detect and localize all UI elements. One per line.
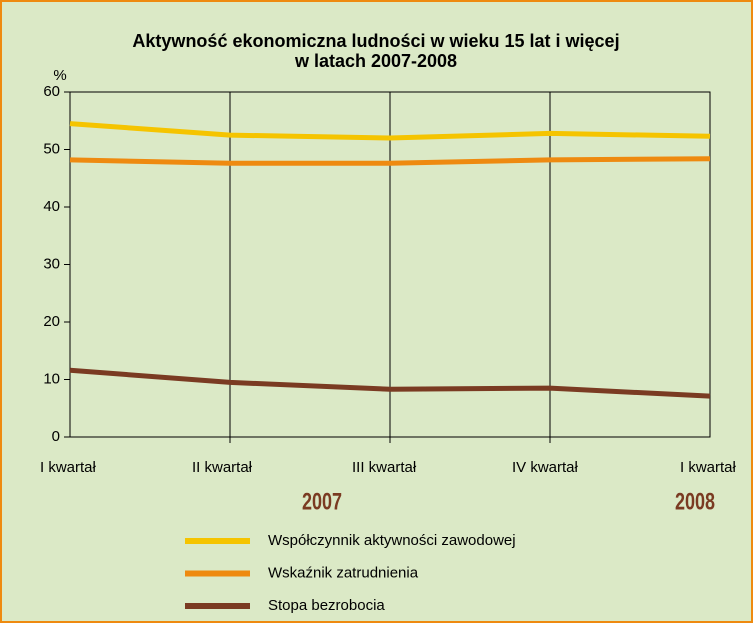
legend-label: Współczynnik aktywności zawodowej — [268, 532, 516, 549]
x-tick-label: II kwartał — [192, 459, 253, 476]
year-annotation: 2007 — [302, 489, 342, 515]
y-tick-label: 50 — [43, 140, 60, 157]
x-tick-label: I kwartał — [40, 459, 97, 476]
year-annotation: 2008 — [675, 489, 715, 515]
line-series — [69, 367, 711, 399]
y-axis-label: % — [53, 67, 66, 84]
y-tick-label: 20 — [43, 313, 60, 330]
line-series — [69, 156, 711, 166]
line-series — [69, 121, 711, 141]
chart-subtitle: w latach 2007-2008 — [294, 51, 457, 71]
x-tick-label: III kwartał — [352, 459, 417, 476]
legend-label: Wskaźnik zatrudnienia — [268, 564, 419, 581]
y-tick-label: 0 — [52, 428, 60, 445]
legend-label: Stopa bezrobocia — [268, 597, 385, 614]
x-tick-label: IV kwartał — [512, 459, 579, 476]
y-tick-label: 30 — [43, 255, 60, 272]
y-tick-label: 40 — [43, 198, 60, 215]
y-tick-label: 10 — [43, 370, 60, 387]
y-tick-label: 60 — [43, 83, 60, 100]
x-tick-label: I kwartał — [680, 459, 737, 476]
chart-title: Aktywność ekonomiczna ludności w wieku 1… — [132, 31, 619, 51]
